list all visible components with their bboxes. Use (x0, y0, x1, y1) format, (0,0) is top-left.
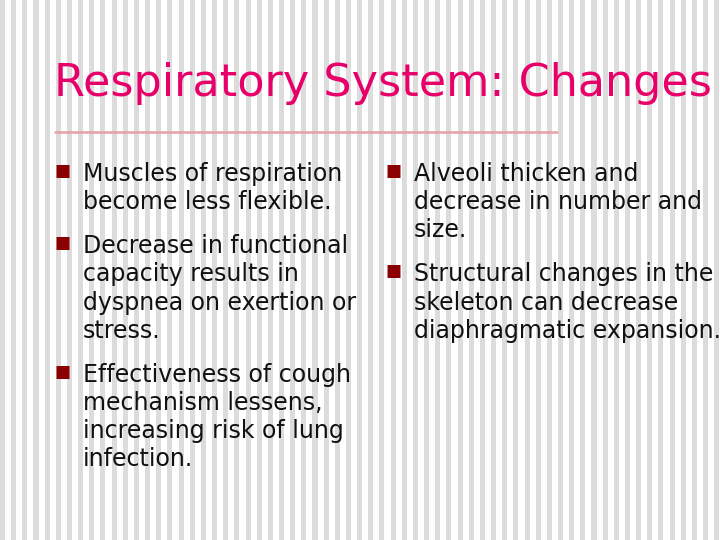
Text: ■: ■ (385, 262, 401, 280)
Bar (346, 0, 351, 540)
Bar (536, 0, 541, 540)
Text: Decrease in functional: Decrease in functional (83, 234, 348, 258)
Text: capacity results in: capacity results in (83, 262, 299, 286)
Bar (469, 0, 474, 540)
Bar (625, 0, 630, 540)
Text: ■: ■ (385, 162, 401, 180)
Bar (491, 0, 496, 540)
Bar (0, 0, 5, 540)
Bar (480, 0, 485, 540)
Bar (703, 0, 708, 540)
Text: skeleton can decrease: skeleton can decrease (414, 291, 678, 314)
Text: ■: ■ (54, 234, 70, 252)
Bar (670, 0, 675, 540)
Text: infection.: infection. (83, 447, 193, 471)
Bar (112, 0, 117, 540)
Bar (524, 0, 529, 540)
Bar (302, 0, 307, 540)
Bar (268, 0, 273, 540)
Bar (190, 0, 195, 540)
Text: diaphragmatic expansion.: diaphragmatic expansion. (414, 319, 720, 342)
Bar (89, 0, 94, 540)
Bar (369, 0, 374, 540)
Bar (603, 0, 608, 540)
Bar (580, 0, 585, 540)
Bar (201, 0, 206, 540)
Bar (290, 0, 295, 540)
Bar (257, 0, 262, 540)
Text: become less flexible.: become less flexible. (83, 190, 331, 214)
Bar (212, 0, 217, 540)
Bar (458, 0, 462, 540)
Text: stress.: stress. (83, 319, 161, 342)
Bar (246, 0, 251, 540)
Text: Respiratory System: Changes: Respiratory System: Changes (54, 62, 712, 105)
Bar (279, 0, 284, 540)
Bar (324, 0, 329, 540)
Text: ■: ■ (54, 162, 70, 180)
Bar (591, 0, 596, 540)
Bar (179, 0, 184, 540)
Bar (56, 0, 60, 540)
Bar (223, 0, 228, 540)
Text: dyspnea on exertion or: dyspnea on exertion or (83, 291, 356, 314)
Bar (546, 0, 552, 540)
Bar (67, 0, 72, 540)
Bar (33, 0, 39, 540)
Text: increasing risk of lung: increasing risk of lung (83, 419, 343, 443)
Text: Alveoli thicken and: Alveoli thicken and (414, 162, 639, 186)
Bar (636, 0, 641, 540)
Bar (101, 0, 106, 540)
Bar (45, 0, 50, 540)
Text: Structural changes in the: Structural changes in the (414, 262, 714, 286)
Bar (692, 0, 697, 540)
Bar (647, 0, 652, 540)
Bar (502, 0, 507, 540)
Bar (435, 0, 441, 540)
Bar (424, 0, 429, 540)
Bar (335, 0, 340, 540)
Bar (658, 0, 663, 540)
Bar (513, 0, 518, 540)
Bar (613, 0, 618, 540)
Text: mechanism lessens,: mechanism lessens, (83, 391, 323, 415)
Bar (168, 0, 173, 540)
Text: Effectiveness of cough: Effectiveness of cough (83, 363, 351, 387)
Bar (357, 0, 362, 540)
Bar (235, 0, 240, 540)
Bar (391, 0, 396, 540)
Bar (78, 0, 84, 540)
Bar (156, 0, 161, 540)
Bar (123, 0, 128, 540)
Bar (558, 0, 563, 540)
Bar (680, 0, 685, 540)
Bar (134, 0, 139, 540)
Text: size.: size. (414, 218, 467, 242)
Bar (12, 0, 16, 540)
Text: ■: ■ (54, 363, 70, 381)
Bar (402, 0, 407, 540)
Bar (145, 0, 150, 540)
Bar (569, 0, 574, 540)
Bar (312, 0, 318, 540)
Bar (22, 0, 27, 540)
Text: Muscles of respiration: Muscles of respiration (83, 162, 342, 186)
Bar (379, 0, 384, 540)
Bar (714, 0, 719, 540)
Text: decrease in number and: decrease in number and (414, 190, 702, 214)
Bar (413, 0, 418, 540)
Bar (446, 0, 451, 540)
